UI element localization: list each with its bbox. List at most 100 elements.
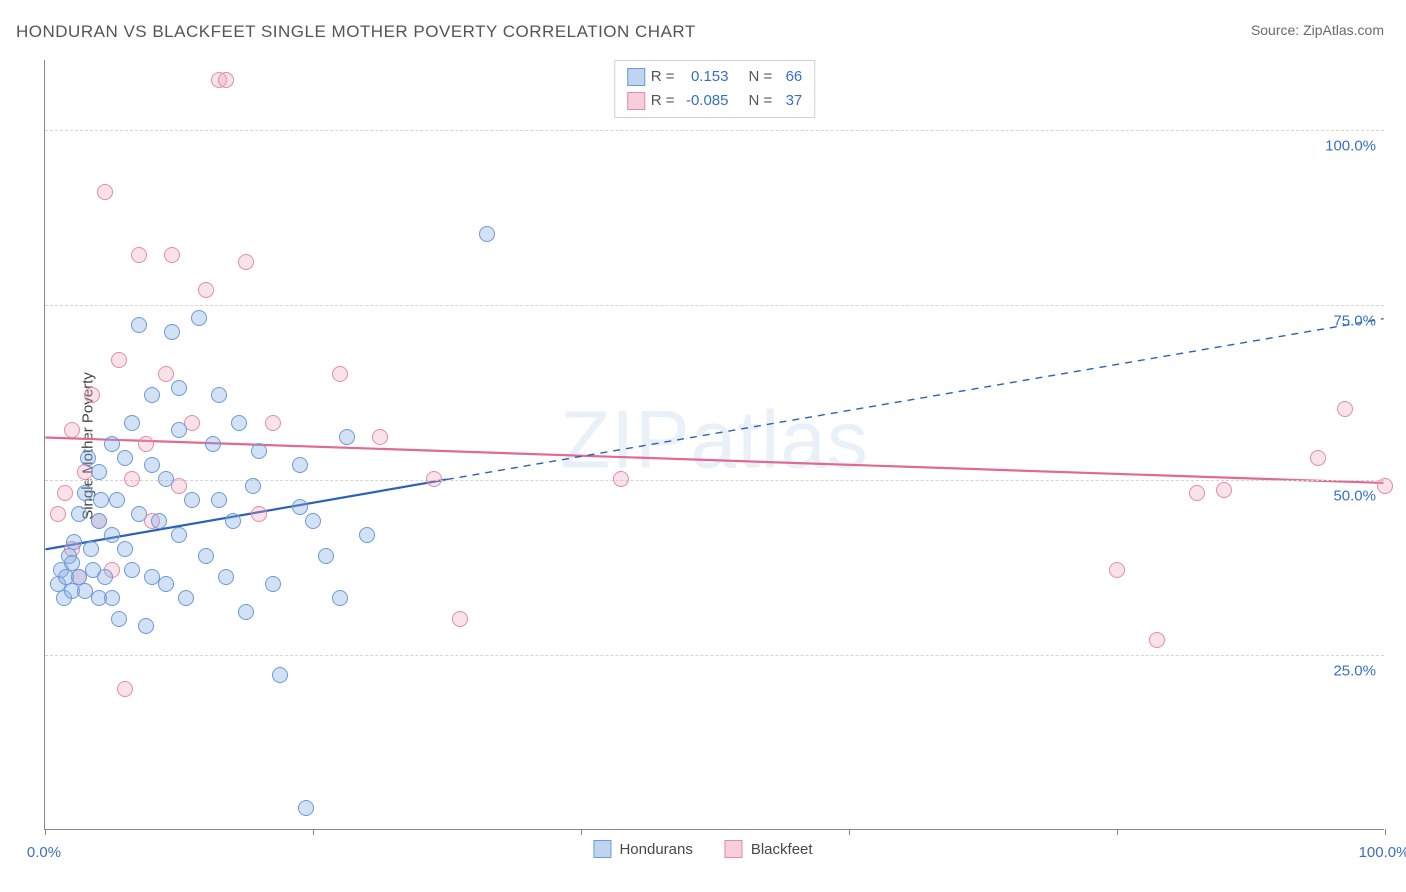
- data-point-hondurans: [124, 562, 140, 578]
- data-point-hondurans: [245, 478, 261, 494]
- gridline-h: [45, 655, 1384, 656]
- y-tick-label: 25.0%: [1333, 663, 1376, 680]
- data-point-hondurans: [218, 569, 234, 585]
- x-tick-label-left: 0.0%: [27, 844, 61, 861]
- data-point-hondurans: [66, 534, 82, 550]
- y-tick-label: 100.0%: [1325, 138, 1376, 155]
- data-point-blackfeet: [1216, 482, 1232, 498]
- data-point-blackfeet: [138, 436, 154, 452]
- source-attribution: Source: ZipAtlas.com: [1251, 22, 1384, 38]
- swatch-hondurans-icon: [593, 840, 611, 858]
- data-point-hondurans: [164, 324, 180, 340]
- data-point-hondurans: [111, 611, 127, 627]
- data-point-hondurans: [178, 590, 194, 606]
- data-point-hondurans: [231, 415, 247, 431]
- data-point-hondurans: [144, 387, 160, 403]
- data-point-hondurans: [158, 576, 174, 592]
- data-point-hondurans: [77, 485, 93, 501]
- data-point-blackfeet: [117, 681, 133, 697]
- data-point-hondurans: [97, 569, 113, 585]
- data-point-hondurans: [151, 513, 167, 529]
- n-label: N =: [749, 65, 773, 89]
- data-point-blackfeet: [84, 387, 100, 403]
- data-point-hondurans: [144, 457, 160, 473]
- data-point-blackfeet: [218, 72, 234, 88]
- r-value-hondurans: 0.153: [681, 65, 729, 89]
- data-point-blackfeet: [57, 485, 73, 501]
- data-point-hondurans: [211, 492, 227, 508]
- legend-item-hondurans: Hondurans: [593, 840, 692, 858]
- data-point-blackfeet: [1149, 632, 1165, 648]
- data-point-hondurans: [83, 541, 99, 557]
- data-point-hondurans: [104, 590, 120, 606]
- data-point-hondurans: [158, 471, 174, 487]
- data-point-blackfeet: [372, 429, 388, 445]
- series-legend: Hondurans Blackfeet: [593, 840, 812, 858]
- x-tick: [313, 829, 314, 835]
- data-point-hondurans: [104, 527, 120, 543]
- data-point-hondurans: [272, 667, 288, 683]
- data-point-blackfeet: [164, 247, 180, 263]
- data-point-hondurans: [238, 604, 254, 620]
- x-tick: [581, 829, 582, 835]
- data-point-hondurans: [109, 492, 125, 508]
- x-tick-label-right: 100.0%: [1359, 844, 1406, 861]
- data-point-hondurans: [191, 310, 207, 326]
- data-point-blackfeet: [124, 471, 140, 487]
- data-point-blackfeet: [97, 184, 113, 200]
- y-tick-label: 75.0%: [1333, 313, 1376, 330]
- x-tick: [1385, 829, 1386, 835]
- data-point-hondurans: [138, 618, 154, 634]
- y-tick-label: 50.0%: [1333, 488, 1376, 505]
- data-point-hondurans: [171, 422, 187, 438]
- n-value-hondurans: 66: [778, 65, 802, 89]
- data-point-hondurans: [305, 513, 321, 529]
- data-point-hondurans: [292, 499, 308, 515]
- gridline-h: [45, 130, 1384, 131]
- data-point-hondurans: [359, 527, 375, 543]
- data-point-blackfeet: [1189, 485, 1205, 501]
- data-point-blackfeet: [64, 422, 80, 438]
- swatch-blackfeet-icon: [725, 840, 743, 858]
- chart-title: HONDURAN VS BLACKFEET SINGLE MOTHER POVE…: [16, 22, 696, 42]
- data-point-hondurans: [479, 226, 495, 242]
- r-value-blackfeet: -0.085: [681, 89, 729, 113]
- r-label: R =: [651, 65, 675, 89]
- data-point-hondurans: [80, 450, 96, 466]
- n-label: N =: [749, 89, 773, 113]
- data-point-blackfeet: [1337, 401, 1353, 417]
- legend-label-hondurans: Hondurans: [619, 841, 692, 858]
- source-name: ZipAtlas.com: [1303, 22, 1384, 38]
- data-point-hondurans: [124, 415, 140, 431]
- data-point-hondurans: [211, 387, 227, 403]
- data-point-hondurans: [265, 576, 281, 592]
- data-point-blackfeet: [1310, 450, 1326, 466]
- data-point-hondurans: [71, 506, 87, 522]
- data-point-blackfeet: [158, 366, 174, 382]
- trend-lines-layer: [45, 60, 1384, 829]
- scatter-plot-area: ZIPatlas R = 0.153 N = 66 R = -0.085 N =…: [44, 60, 1384, 830]
- gridline-h: [45, 305, 1384, 306]
- swatch-blackfeet-icon: [627, 92, 645, 110]
- data-point-blackfeet: [1377, 478, 1393, 494]
- trendline-blackfeet: [45, 438, 1383, 483]
- data-point-hondurans: [104, 436, 120, 452]
- data-point-hondurans: [318, 548, 334, 564]
- data-point-hondurans: [205, 436, 221, 452]
- data-point-hondurans: [91, 464, 107, 480]
- data-point-blackfeet: [131, 247, 147, 263]
- data-point-blackfeet: [613, 471, 629, 487]
- data-point-blackfeet: [332, 366, 348, 382]
- swatch-hondurans-icon: [627, 68, 645, 86]
- data-point-hondurans: [131, 317, 147, 333]
- legend-label-blackfeet: Blackfeet: [751, 841, 813, 858]
- trendline-hondurans-dashed: [447, 319, 1384, 480]
- data-point-blackfeet: [1109, 562, 1125, 578]
- source-prefix: Source:: [1251, 22, 1303, 38]
- data-point-hondurans: [91, 513, 107, 529]
- n-value-blackfeet: 37: [778, 89, 802, 113]
- watermark-text: ZIPatlas: [560, 393, 869, 487]
- legend-row-hondurans: R = 0.153 N = 66: [627, 65, 803, 89]
- data-point-hondurans: [117, 450, 133, 466]
- x-tick: [45, 829, 46, 835]
